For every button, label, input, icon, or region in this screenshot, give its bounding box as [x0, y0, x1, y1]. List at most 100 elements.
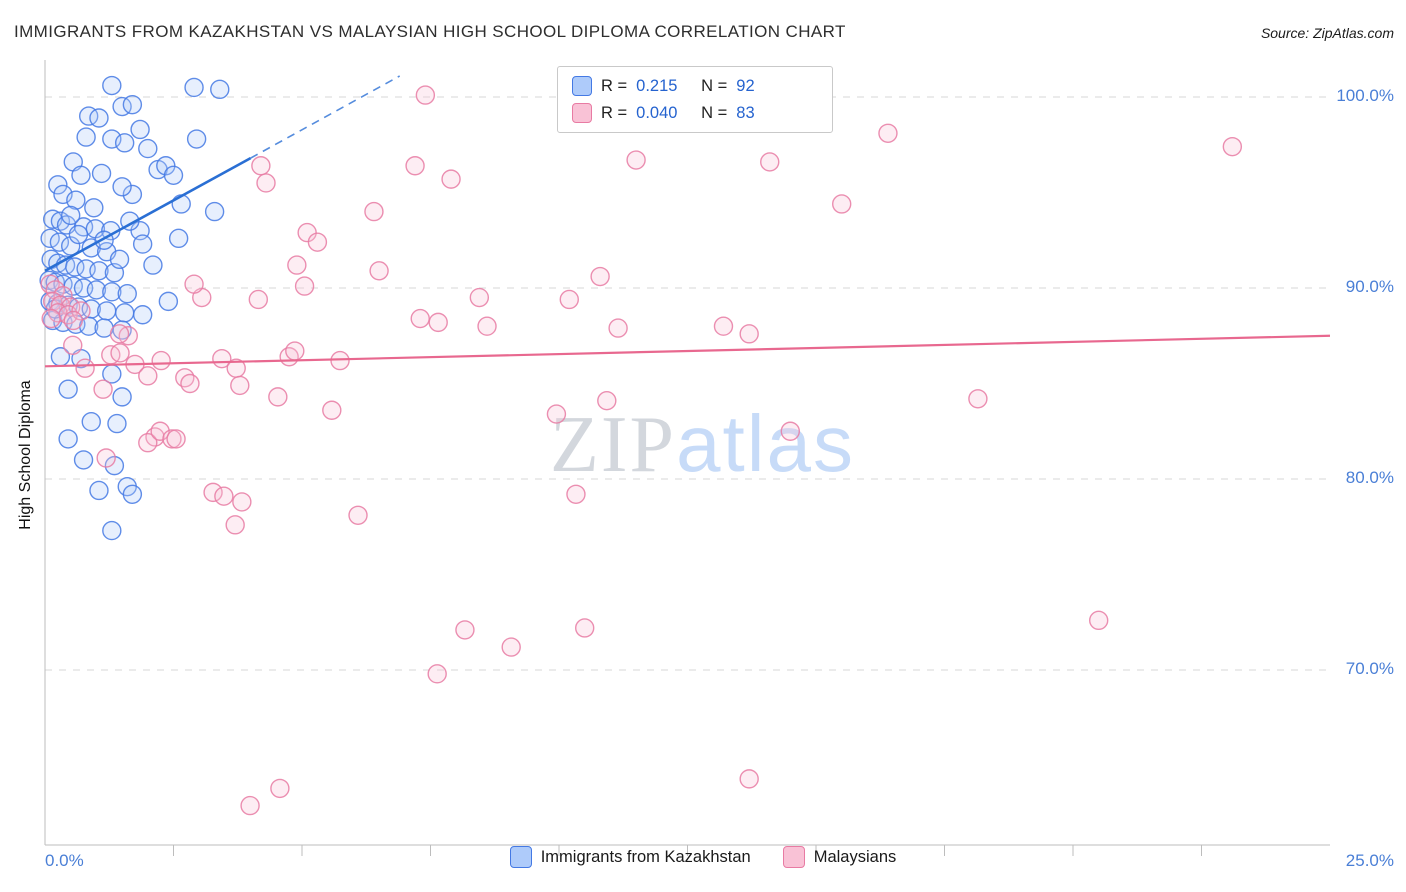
y-tick-70: 70.0%: [1345, 659, 1394, 678]
watermark-zip: ZIP: [550, 401, 676, 489]
point-malaysians: [405, 156, 425, 176]
r-value-kazakhstan: 0.215: [636, 76, 678, 95]
point-kazakhstan: [109, 249, 130, 270]
point-malaysians: [307, 232, 328, 252]
legend-row-kazakhstan: R = 0.215 N = 92: [572, 76, 818, 96]
point-malaysians: [248, 289, 269, 310]
point-malaysians: [330, 350, 350, 371]
point-malaysians: [739, 324, 759, 344]
point-kazakhstan: [89, 480, 109, 501]
point-malaysians: [427, 664, 447, 684]
r-label: R =: [601, 76, 628, 95]
point-kazakhstan: [60, 205, 81, 226]
point-malaysians: [180, 373, 200, 394]
point-malaysians: [410, 308, 430, 329]
point-malaysians: [175, 368, 195, 388]
point-kazakhstan: [102, 520, 122, 541]
legend-row-malaysians: R = 0.040 N = 83: [572, 103, 818, 123]
point-kazakhstan: [66, 190, 86, 210]
r-label: R =: [601, 103, 628, 122]
correlation-legend-box: R = 0.215 N = 92 R = 0.040 N = 83: [557, 66, 833, 133]
point-malaysians: [428, 312, 448, 333]
trend-line-kazakhstan: [44, 156, 252, 272]
point-malaysians: [214, 486, 234, 506]
y-axis-label: High School Diploma: [17, 380, 34, 530]
point-malaysians: [75, 358, 95, 378]
point-malaysians: [230, 375, 250, 396]
kazakhstan-legend-swatch: [509, 846, 532, 868]
point-malaysians: [256, 173, 276, 193]
point-kazakhstan: [122, 184, 143, 205]
point-malaysians: [832, 194, 852, 214]
n-value-malaysians: 83: [736, 103, 755, 122]
point-malaysians: [150, 421, 170, 441]
point-malaysians: [575, 618, 595, 638]
point-malaysians: [590, 266, 610, 287]
point-malaysians: [287, 255, 307, 275]
point-kazakhstan: [86, 280, 107, 300]
point-malaysians: [138, 433, 158, 453]
point-kazakhstan: [122, 484, 143, 504]
y-tick-80: 80.0%: [1345, 468, 1394, 487]
point-malaysians: [322, 400, 342, 420]
point-kazakhstan: [102, 282, 122, 302]
point-kazakhstan: [204, 201, 225, 222]
n-label: N =: [701, 103, 728, 122]
point-kazakhstan: [158, 291, 179, 312]
point-kazakhstan: [96, 301, 117, 321]
point-malaysians: [546, 404, 567, 424]
point-kazakhstan: [107, 413, 127, 434]
point-kazakhstan: [58, 379, 78, 399]
malaysians-legend-label: Malaysians: [813, 847, 897, 866]
point-malaysians: [63, 310, 83, 331]
chart-title: IMMIGRANTS FROM KAZAKHSTAN VS MALAYSIAN …: [14, 22, 846, 41]
series-legend: Immigrants from Kazakhstan Malaysians: [0, 846, 1406, 868]
point-malaysians: [162, 429, 182, 449]
point-kazakhstan: [112, 387, 132, 407]
point-malaysians: [63, 335, 83, 355]
point-kazakhstan: [114, 133, 135, 153]
point-kazakhstan: [184, 77, 204, 98]
point-kazakhstan: [210, 79, 230, 100]
point-malaysians: [240, 795, 260, 816]
point-malaysians: [285, 341, 305, 361]
point-malaysians: [713, 316, 734, 336]
point-malaysians: [415, 85, 436, 105]
point-kazakhstan: [73, 450, 94, 470]
point-kazakhstan: [60, 236, 81, 256]
point-malaysians: [109, 324, 130, 344]
point-malaysians: [501, 637, 521, 657]
point-malaysians: [760, 152, 780, 172]
point-malaysians: [780, 421, 800, 441]
point-kazakhstan: [102, 75, 122, 96]
point-malaysians: [268, 387, 288, 407]
point-kazakhstan: [71, 165, 91, 186]
point-kazakhstan: [68, 224, 89, 245]
point-kazakhstan: [49, 232, 70, 252]
point-malaysians: [166, 429, 186, 449]
point-malaysians: [1088, 610, 1109, 631]
legend-item-kazakhstan: Immigrants from Kazakhstan: [509, 846, 751, 868]
point-malaysians: [597, 390, 617, 411]
point-malaysians: [184, 274, 204, 294]
point-malaysians: [968, 389, 988, 409]
point-malaysians: [294, 276, 315, 296]
x-tick-min: 0.0%: [45, 851, 84, 870]
n-label: N =: [701, 76, 728, 95]
point-malaysians: [878, 123, 898, 143]
point-kazakhstan: [81, 412, 101, 432]
point-kazakhstan: [168, 228, 189, 249]
point-malaysians: [151, 350, 171, 371]
y-tick-90: 90.0%: [1345, 277, 1394, 296]
point-kazakhstan: [117, 284, 137, 304]
point-kazakhstan: [130, 119, 150, 140]
point-malaysians: [41, 308, 61, 329]
point-kazakhstan: [186, 129, 207, 149]
source-attribution: Source: ZipAtlas.com: [1260, 25, 1394, 41]
point-malaysians: [232, 492, 252, 512]
point-kazakhstan: [132, 305, 153, 325]
point-kazakhstan: [143, 255, 163, 275]
watermark-atlas: atlas: [676, 399, 855, 488]
legend-item-malaysians: Malaysians: [782, 846, 897, 868]
point-malaysians: [441, 169, 461, 189]
